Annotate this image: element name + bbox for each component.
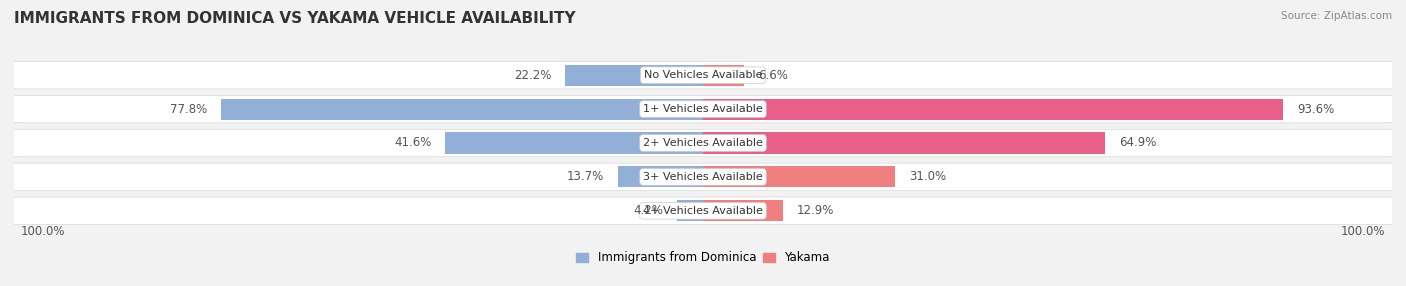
Text: 3+ Vehicles Available: 3+ Vehicles Available (643, 172, 763, 182)
Text: 77.8%: 77.8% (170, 103, 207, 116)
Text: 100.0%: 100.0% (1340, 225, 1385, 238)
Text: 1+ Vehicles Available: 1+ Vehicles Available (643, 104, 763, 114)
Bar (446, 132, 703, 154)
Bar (619, 166, 703, 187)
FancyBboxPatch shape (0, 163, 1406, 191)
Text: 31.0%: 31.0% (910, 170, 946, 183)
Text: IMMIGRANTS FROM DOMINICA VS YAKAMA VEHICLE AVAILABILITY: IMMIGRANTS FROM DOMINICA VS YAKAMA VEHIC… (14, 11, 575, 26)
FancyBboxPatch shape (0, 129, 1406, 157)
Text: Source: ZipAtlas.com: Source: ZipAtlas.com (1281, 11, 1392, 21)
Text: 13.7%: 13.7% (567, 170, 605, 183)
Bar (676, 200, 703, 221)
Bar (703, 132, 1105, 154)
Text: 100.0%: 100.0% (21, 225, 66, 238)
Text: No Vehicles Available: No Vehicles Available (644, 70, 762, 80)
FancyBboxPatch shape (0, 95, 1406, 123)
Text: 41.6%: 41.6% (394, 136, 432, 150)
Bar (703, 200, 783, 221)
Text: 6.6%: 6.6% (758, 69, 787, 82)
Bar (703, 65, 744, 86)
FancyBboxPatch shape (0, 197, 1406, 225)
Text: 12.9%: 12.9% (797, 204, 834, 217)
Text: 2+ Vehicles Available: 2+ Vehicles Available (643, 138, 763, 148)
Bar (221, 99, 703, 120)
Bar (703, 166, 896, 187)
Text: 22.2%: 22.2% (515, 69, 551, 82)
Text: 93.6%: 93.6% (1298, 103, 1334, 116)
FancyBboxPatch shape (0, 61, 1406, 89)
Bar (565, 65, 703, 86)
Text: 64.9%: 64.9% (1119, 136, 1157, 150)
Legend: Immigrants from Dominica, Yakama: Immigrants from Dominica, Yakama (572, 247, 834, 269)
Text: 4+ Vehicles Available: 4+ Vehicles Available (643, 206, 763, 216)
Text: 4.2%: 4.2% (633, 204, 664, 217)
Bar (703, 99, 1284, 120)
